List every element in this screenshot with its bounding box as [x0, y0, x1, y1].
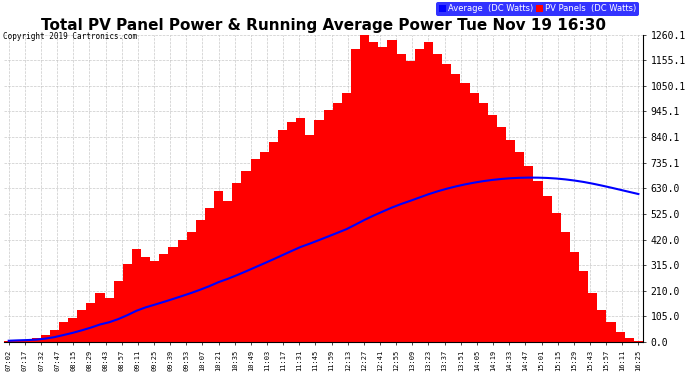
Bar: [241, 171, 250, 342]
Bar: [187, 232, 196, 342]
Bar: [552, 213, 561, 342]
Bar: [470, 93, 479, 342]
Bar: [360, 34, 369, 342]
Bar: [515, 152, 524, 342]
Bar: [351, 49, 360, 342]
Bar: [269, 142, 278, 342]
Bar: [86, 303, 95, 342]
Bar: [278, 130, 287, 342]
Bar: [296, 118, 305, 342]
Bar: [287, 123, 296, 342]
Bar: [150, 261, 159, 342]
Bar: [305, 135, 315, 342]
Bar: [105, 298, 114, 342]
Bar: [315, 120, 324, 342]
Bar: [250, 159, 259, 342]
Bar: [369, 42, 378, 342]
Bar: [624, 338, 634, 342]
Bar: [524, 166, 533, 342]
Title: Total PV Panel Power & Running Average Power Tue Nov 19 16:30: Total PV Panel Power & Running Average P…: [41, 18, 606, 33]
Bar: [141, 256, 150, 342]
Bar: [506, 140, 515, 342]
Bar: [159, 254, 168, 342]
Bar: [32, 338, 41, 342]
Bar: [488, 115, 497, 342]
Bar: [387, 39, 397, 342]
Bar: [442, 64, 451, 342]
Bar: [451, 74, 460, 342]
Bar: [22, 339, 32, 342]
Bar: [378, 47, 387, 342]
Bar: [214, 191, 223, 342]
Bar: [168, 247, 177, 342]
Bar: [59, 322, 68, 342]
Bar: [460, 84, 470, 342]
Bar: [259, 152, 269, 342]
Bar: [479, 103, 488, 342]
Bar: [397, 54, 406, 342]
Bar: [588, 293, 598, 342]
Bar: [196, 220, 205, 342]
Bar: [95, 293, 105, 342]
Text: Copyright 2019 Cartronics.com: Copyright 2019 Cartronics.com: [3, 32, 137, 41]
Bar: [114, 281, 123, 342]
Bar: [415, 49, 424, 342]
Bar: [333, 103, 342, 342]
Bar: [561, 232, 570, 342]
Bar: [497, 128, 506, 342]
Bar: [424, 42, 433, 342]
Bar: [77, 310, 86, 342]
Bar: [433, 54, 442, 342]
Bar: [41, 334, 50, 342]
Bar: [533, 181, 542, 342]
Bar: [223, 201, 233, 342]
Bar: [406, 62, 415, 342]
Bar: [598, 310, 607, 342]
Bar: [50, 330, 59, 342]
Bar: [13, 340, 22, 342]
Bar: [542, 196, 552, 342]
Bar: [634, 341, 643, 342]
Bar: [570, 252, 579, 342]
Bar: [123, 264, 132, 342]
Bar: [324, 110, 333, 342]
Bar: [4, 341, 13, 342]
Bar: [132, 249, 141, 342]
Bar: [607, 322, 615, 342]
Bar: [205, 208, 214, 342]
Bar: [615, 332, 624, 342]
Legend: Average  (DC Watts), PV Panels  (DC Watts): Average (DC Watts), PV Panels (DC Watts): [437, 2, 639, 16]
Bar: [342, 93, 351, 342]
Bar: [177, 240, 187, 342]
Bar: [233, 183, 241, 342]
Bar: [68, 318, 77, 342]
Bar: [579, 271, 588, 342]
